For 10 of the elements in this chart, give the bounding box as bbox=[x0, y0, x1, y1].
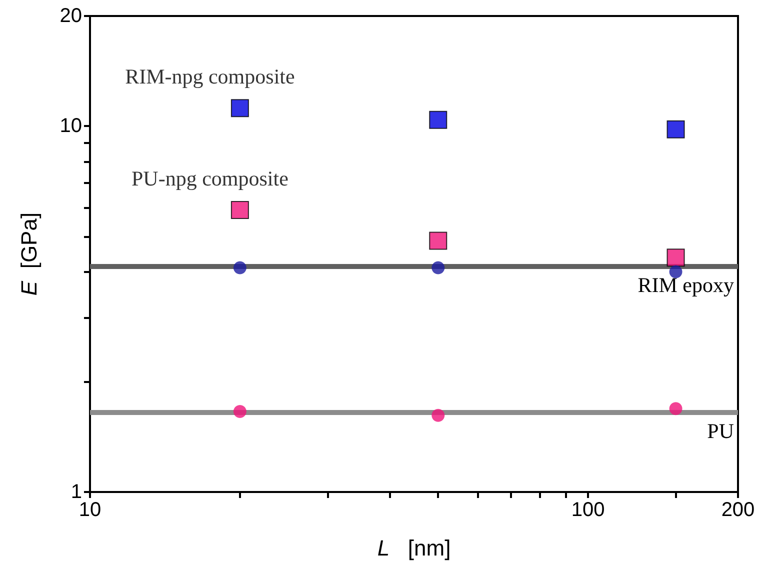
y-axis-title: E [GPa] bbox=[16, 212, 42, 296]
series-label: RIM-npg composite bbox=[125, 64, 295, 89]
x-tick-label: 200 bbox=[721, 499, 755, 521]
y-tick-label: 10 bbox=[60, 115, 82, 138]
x-tick-label: 100 bbox=[571, 499, 605, 521]
series-label: PU-npg composite bbox=[131, 166, 288, 190]
x-axis-title: L [nm] bbox=[377, 536, 451, 560]
y-tick-label: 20 bbox=[60, 5, 82, 27]
ref-line-label: RIM epoxy bbox=[638, 273, 734, 298]
ref-line-label: PU bbox=[707, 418, 734, 443]
